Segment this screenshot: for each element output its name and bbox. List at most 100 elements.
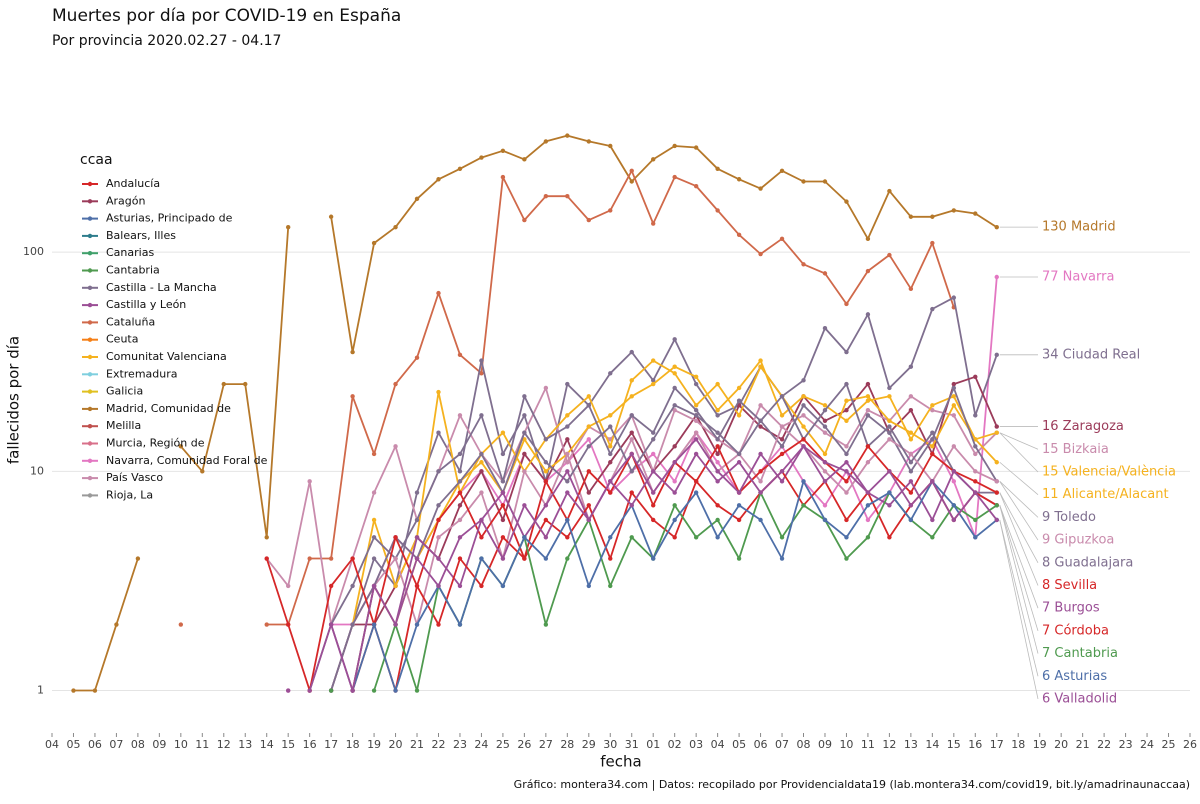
x-tick-label: 01 — [646, 738, 660, 751]
point — [393, 381, 398, 387]
point — [114, 622, 119, 627]
point — [393, 622, 398, 627]
point — [92, 688, 98, 693]
label-leader — [999, 432, 1039, 473]
point — [608, 371, 613, 376]
point — [285, 688, 291, 693]
point — [586, 469, 591, 474]
x-tick-label: 23 — [453, 738, 467, 751]
point — [758, 451, 763, 457]
legend-label: Asturias, Principado de — [106, 212, 233, 225]
x-tick-label: 26 — [1183, 738, 1197, 751]
x-tick-label: 04 — [45, 738, 59, 751]
point — [693, 403, 699, 408]
point — [930, 437, 935, 442]
x-tick-label: 10 — [174, 738, 188, 751]
point — [608, 208, 613, 213]
point — [414, 355, 420, 360]
point — [908, 437, 914, 442]
point — [522, 469, 527, 474]
x-tick-label: 19 — [367, 738, 381, 751]
point — [951, 503, 957, 508]
point — [629, 503, 634, 508]
legend-label: Murcia, Región de — [106, 437, 205, 450]
label-leader — [999, 492, 1039, 563]
point — [672, 143, 677, 149]
point — [350, 688, 355, 693]
point — [457, 517, 463, 523]
point — [436, 583, 441, 589]
point — [543, 517, 549, 523]
point — [715, 413, 720, 418]
point — [801, 394, 806, 399]
point — [328, 214, 334, 219]
point — [522, 535, 527, 540]
label-leader — [999, 481, 1039, 541]
point — [414, 196, 420, 202]
point — [994, 352, 999, 358]
point — [822, 430, 828, 435]
point — [801, 437, 806, 442]
x-tick-label: 06 — [754, 738, 768, 751]
point — [371, 451, 377, 457]
point — [371, 583, 377, 589]
point — [457, 503, 463, 508]
point — [693, 374, 699, 379]
point — [715, 479, 720, 484]
point — [693, 490, 699, 495]
legend-swatch-point — [87, 320, 93, 325]
point — [758, 469, 763, 474]
legend-label: Cataluña — [106, 315, 155, 328]
point — [715, 430, 720, 435]
point — [457, 535, 463, 540]
point — [715, 437, 720, 442]
point — [844, 490, 849, 495]
point — [973, 413, 978, 418]
x-tick-label: 06 — [88, 738, 102, 751]
point — [844, 381, 849, 387]
point — [908, 394, 914, 399]
label-leader — [999, 519, 1039, 677]
point — [457, 166, 463, 171]
point — [973, 490, 978, 495]
legend-swatch-point — [87, 199, 93, 204]
point — [264, 622, 269, 627]
point — [565, 490, 570, 495]
point — [565, 133, 570, 138]
point — [543, 503, 549, 508]
point — [629, 469, 634, 474]
point — [457, 490, 463, 495]
point — [865, 268, 871, 274]
point — [801, 503, 806, 508]
point — [285, 583, 291, 589]
point — [672, 490, 677, 495]
legend-swatch-point — [87, 406, 93, 412]
point — [994, 517, 999, 523]
end-label: 8 Sevilla — [1042, 578, 1097, 593]
point — [328, 688, 334, 693]
legend-label: Cantabria — [106, 264, 160, 277]
point — [651, 503, 656, 508]
point — [758, 517, 763, 523]
point — [930, 479, 935, 484]
point — [651, 469, 656, 474]
legend-swatch-point — [87, 181, 93, 187]
point — [779, 469, 785, 474]
point — [715, 408, 720, 413]
point — [651, 437, 656, 442]
x-tick-label: 13 — [238, 738, 252, 751]
point — [715, 444, 720, 449]
point — [693, 418, 699, 424]
end-label: 77 Navarra — [1042, 270, 1114, 285]
point — [565, 381, 570, 387]
point — [436, 622, 441, 627]
point — [543, 460, 549, 465]
x-tick-label: 29 — [582, 738, 596, 751]
point — [264, 556, 269, 561]
series-line — [373, 491, 998, 692]
point — [672, 174, 677, 180]
point — [672, 371, 677, 376]
x-tick-label: 15 — [281, 738, 295, 751]
point — [371, 240, 377, 246]
point — [500, 490, 506, 495]
